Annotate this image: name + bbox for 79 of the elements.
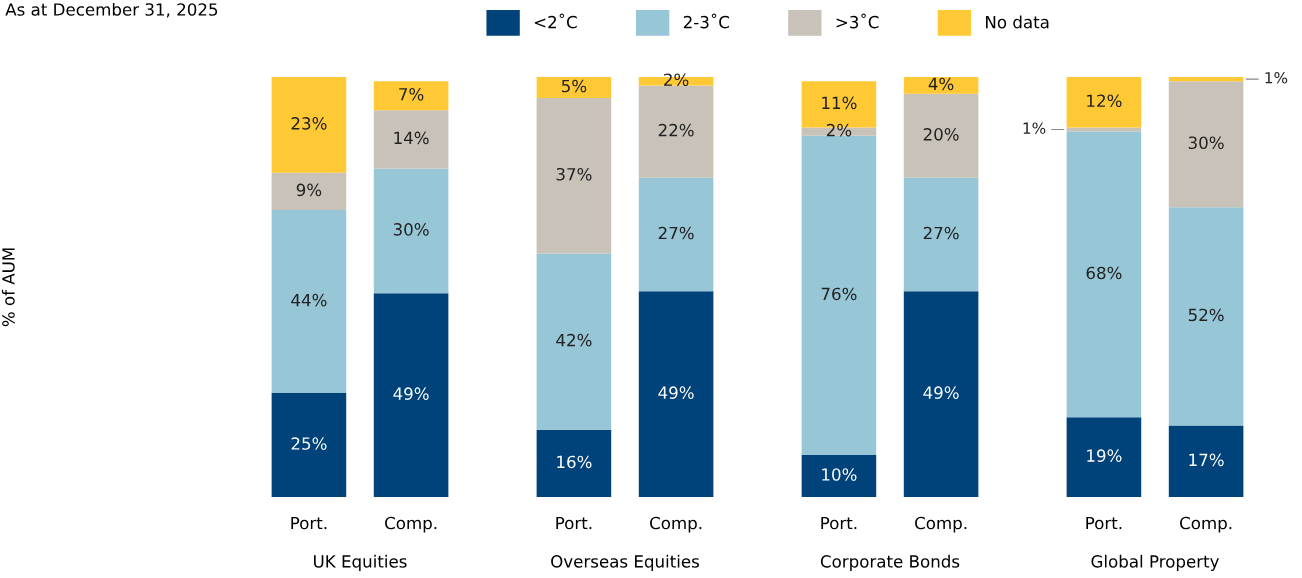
bar (373, 293, 449, 497)
data-label: 10% (822, 468, 857, 481)
data-label: 30% (393, 223, 429, 236)
data-label: 20% (923, 128, 959, 141)
data-label: 68% (1086, 266, 1122, 280)
data-label: 2% (664, 73, 689, 87)
data-label: 5% (561, 79, 587, 93)
bar (1066, 127, 1142, 132)
x-axis-title: UK Equities (314, 554, 407, 571)
x-tick-label: Port. (821, 516, 857, 530)
bar (373, 110, 449, 169)
data-label: 44% (291, 293, 327, 307)
x-tick-label: Port. (291, 516, 327, 530)
data-label: 12% (1087, 94, 1122, 108)
data-label: 42% (556, 333, 592, 347)
x-tick-label: Comp. (1180, 516, 1232, 533)
bar (903, 77, 979, 94)
data-label: 9% (296, 183, 322, 197)
data-label: 27% (658, 226, 694, 240)
data-label: 49% (658, 386, 694, 399)
x-tick-label: Comp. (650, 516, 702, 533)
bar (1168, 425, 1244, 497)
bar (536, 429, 612, 497)
data-label: 4% (928, 77, 954, 91)
bar (536, 253, 612, 430)
data-label: 2% (826, 123, 852, 137)
bar (1066, 417, 1142, 497)
text: As at December 31, 2025 (5, 2, 218, 18)
bar (1168, 207, 1244, 426)
data-label: 37% (556, 167, 592, 181)
bar (536, 98, 612, 254)
x-tick-label: Comp. (385, 516, 437, 533)
bar (638, 85, 714, 178)
bar (271, 393, 347, 497)
data-label: 7% (399, 87, 424, 101)
legend-label: <2˚C (534, 13, 577, 29)
data-label: 27% (923, 226, 959, 240)
legend-label: 2-3˚C (683, 13, 729, 29)
bar (903, 93, 979, 178)
data-label: 49% (923, 386, 959, 399)
bar (1066, 77, 1142, 128)
data-label: 14% (394, 131, 429, 145)
data-label: 22% (658, 123, 694, 137)
bar (271, 210, 347, 394)
bar (801, 455, 877, 497)
bar (536, 77, 612, 98)
bar (801, 135, 877, 455)
bar (271, 172, 347, 211)
data-label: 17% (1189, 453, 1224, 467)
data-label: 1% (1265, 71, 1288, 84)
bar (271, 77, 347, 173)
x-tick-label: Port. (556, 516, 592, 530)
bar (638, 291, 714, 497)
data-label: 52% (1188, 308, 1224, 322)
data-label: 16% (557, 455, 592, 469)
data-label: 49% (393, 387, 429, 400)
bar (373, 81, 449, 111)
bar (373, 168, 449, 294)
x-tick-label: Port. (1086, 516, 1122, 530)
legend-label: No data (986, 15, 1049, 29)
bar (1066, 131, 1142, 418)
data-label: 1% (1023, 122, 1046, 134)
bar (903, 177, 979, 292)
legend-label: >3˚C (836, 13, 879, 29)
data-label: 25% (291, 437, 327, 450)
y-axis-title: % of AUM (1, 248, 15, 327)
bar (1168, 81, 1244, 208)
x-axis-title: Overseas Equities (551, 554, 699, 571)
x-tick-label: Comp. (915, 516, 967, 533)
data-label: 23% (291, 117, 327, 130)
bar (903, 291, 979, 497)
x-axis-title: Corporate Bonds (820, 554, 960, 571)
x-axis-title: Global Property (1091, 554, 1219, 571)
data-label: 30% (1188, 136, 1224, 150)
data-label: 11% (822, 96, 857, 110)
bar (1168, 77, 1244, 82)
data-label: 19% (1087, 449, 1122, 462)
data-label: 76% (821, 287, 857, 301)
bar (638, 177, 714, 292)
